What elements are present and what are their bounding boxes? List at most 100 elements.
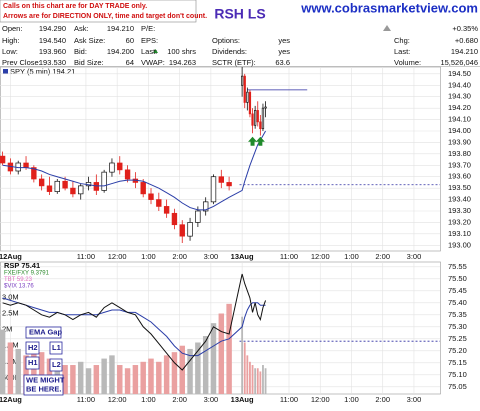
legend-entry: FXE/FXY 9.3791	[4, 271, 50, 277]
y-tick-label: 75.55	[448, 262, 467, 271]
quote-value: +0.680	[455, 36, 478, 45]
volume-bar	[246, 355, 249, 394]
volume-bar	[101, 358, 107, 394]
y-tick-label: 194.20	[448, 103, 471, 112]
x-tick-label: 13Aug	[231, 395, 254, 404]
candle-body	[156, 199, 162, 207]
volume-bar	[31, 345, 37, 394]
y-tick-label: 75.50	[448, 274, 467, 283]
note-line: Arrows are for DIRECTION ONLY, time and …	[3, 13, 207, 20]
legend-entry: $VIX 13.76	[4, 284, 34, 290]
y-tick-label: 193.70	[448, 160, 471, 169]
x-tick-label: 3:00	[407, 395, 422, 404]
quote-value: 100 shrs	[167, 47, 196, 56]
volume-bar	[218, 313, 225, 394]
volume-bar	[93, 365, 100, 394]
candle-body	[179, 224, 185, 237]
y-tick-label: 193.00	[448, 240, 471, 249]
y-tick-label: 194.30	[448, 92, 471, 101]
annotation-box	[25, 356, 40, 370]
annotation: H2	[28, 343, 38, 352]
quote-label: Last:	[394, 47, 410, 56]
candle-body	[117, 162, 123, 171]
candle-body	[148, 193, 154, 200]
y-tick-label: 193.80	[448, 149, 471, 158]
volume-bar	[262, 365, 264, 394]
quote-label: High:	[2, 36, 20, 45]
x-tick-label: 1:00	[141, 395, 156, 404]
candle-body	[70, 187, 76, 195]
quote-label: EPS:	[141, 36, 158, 45]
x-tick-label: 2:00	[172, 252, 187, 261]
candle-body	[264, 106, 267, 109]
candle-body	[109, 162, 115, 173]
quote-value: +0.35%	[452, 24, 478, 33]
candle-body	[46, 185, 53, 192]
quote-value: yes	[278, 47, 290, 56]
quote-label: Bid:	[74, 47, 87, 56]
volume-bar	[187, 348, 193, 394]
y-tick-label: 194.10	[448, 115, 471, 124]
volume-bar	[85, 368, 92, 394]
volume-bar	[38, 352, 45, 394]
quote-value: 194.290	[39, 24, 66, 33]
y-tick-label: 75.25	[448, 334, 467, 343]
quote-label: SCTR (ETF):	[212, 58, 256, 67]
quote-label: Open:	[2, 24, 22, 33]
x-tick-label: 2:00	[172, 395, 187, 404]
x-tick-label: 12Aug	[0, 395, 22, 404]
volume-bar	[254, 368, 257, 394]
candle-body	[254, 110, 257, 126]
volume-bar	[0, 329, 6, 394]
y2-tick-label: 2M	[2, 325, 12, 334]
legend: RSP 75.41	[4, 261, 40, 270]
volume-bar	[62, 365, 68, 394]
volume-bar	[15, 348, 21, 394]
candle-body	[251, 113, 254, 126]
x-tick-label: 2:00	[375, 395, 390, 404]
y-tick-label: 75.35	[448, 310, 467, 319]
quote-label: VWAP:	[141, 58, 165, 67]
moving-average	[2, 297, 266, 357]
volume-bar	[210, 323, 217, 394]
candle-body	[259, 121, 262, 130]
quote-value: 63.6	[275, 58, 290, 67]
x-tick-label: 11:00	[77, 252, 95, 261]
volume-bar	[251, 365, 254, 394]
candle-body	[243, 75, 246, 103]
candle-body	[78, 185, 84, 195]
y-tick-label: 75.20	[448, 346, 467, 355]
quote-value: 193.960	[39, 47, 66, 56]
annotation: L1	[52, 343, 61, 352]
volume-bar	[241, 316, 244, 394]
volume-bar	[7, 342, 14, 394]
quote-value: yes	[278, 36, 290, 45]
x-tick-label: 1:00	[344, 395, 359, 404]
volume-bar	[117, 365, 123, 394]
volume-bar	[77, 361, 84, 394]
change-icon	[383, 25, 391, 31]
quote-value: 64	[126, 58, 134, 67]
annotation-box	[49, 341, 63, 355]
quote-label: Dividends:	[212, 47, 247, 56]
y-tick-label: 194.50	[448, 69, 471, 78]
quote-value: 194.263	[169, 58, 196, 67]
quote-label: Chg:	[394, 36, 410, 45]
volume-bar	[132, 365, 139, 394]
y-tick-label: 193.20	[448, 217, 471, 226]
y2-tick-label: 2.5M	[2, 308, 19, 317]
annotation-box	[23, 374, 64, 396]
volume-bar	[148, 358, 154, 394]
y-tick-label: 75.45	[448, 286, 467, 295]
y-tick-label: 193.50	[448, 183, 471, 192]
candle-body	[101, 171, 107, 191]
quote-label: P/E:	[141, 24, 155, 33]
site: www.cobrasmarketview.com	[300, 0, 478, 15]
volume-bar	[70, 365, 76, 394]
volume-bar	[163, 355, 170, 394]
y-tick-label: 75.40	[448, 298, 467, 307]
volume-bar	[109, 355, 115, 394]
y2-tick-label: 3.0M	[2, 292, 19, 301]
